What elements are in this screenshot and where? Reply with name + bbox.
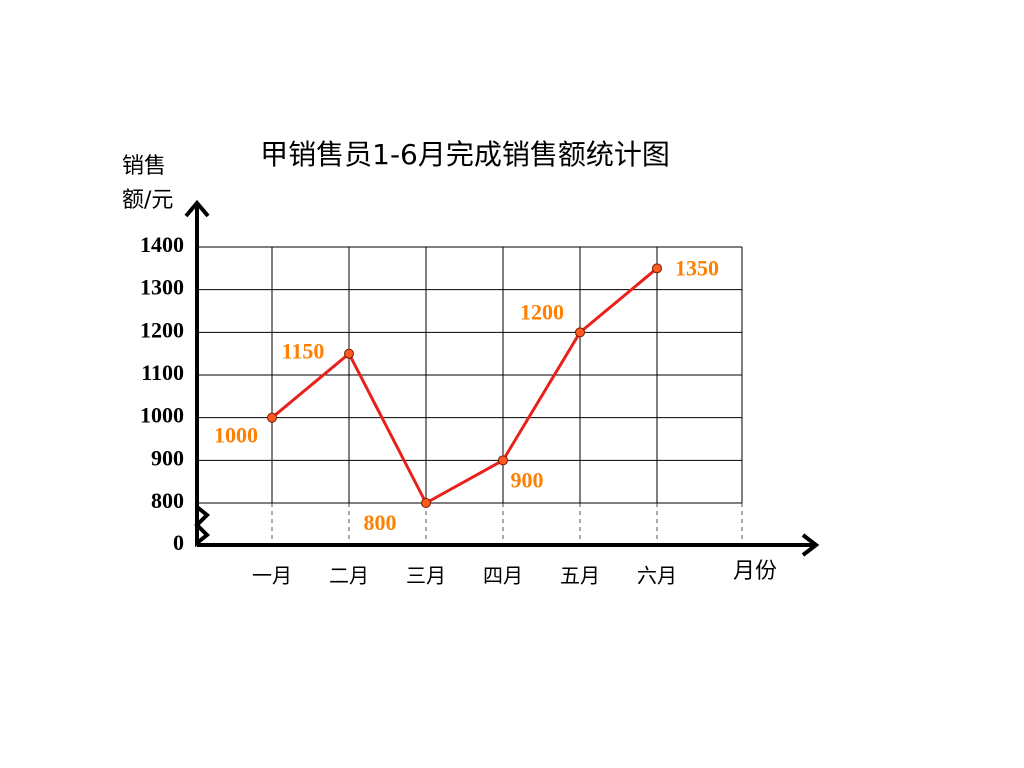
y-tick-label: 1300 [140,275,184,300]
chart-title: 甲销售员1-6月完成销售额统计图 [260,138,670,171]
data-label: 1200 [520,299,564,324]
data-label: 1000 [214,423,258,448]
y-tick-label: 1400 [140,232,184,257]
y-axis-label: 销售额/元 [122,154,174,213]
y-tick-label: 1000 [140,403,184,428]
data-label: 800 [364,510,397,535]
x-tick-label: 五月 [560,564,600,588]
marker [421,498,431,508]
y-tick-label: 1200 [140,317,184,342]
data-label: 1350 [675,255,719,280]
data-label: 1150 [282,339,325,364]
marker [267,412,277,423]
x-axis [197,533,820,557]
data-label: 900 [511,467,544,492]
y-tick-label: 800 [151,488,184,513]
x-tick-label: 六月 [637,564,677,588]
y-tick-label: 900 [151,445,184,470]
marker [575,327,585,338]
marker [344,348,354,359]
line [271,267,658,506]
y-tick-label: 1100 [141,360,184,385]
x-axis-label: 月份 [733,559,777,584]
marker [652,263,662,274]
x-tick-label: 一月 [252,564,292,588]
x-tick-label: 二月 [329,564,369,588]
y-axis [184,199,210,548]
marker [498,455,508,466]
y-tick-label: 0 [173,530,184,555]
x-tick-label: 三月 [406,564,446,588]
x-tick-label: 四月 [483,564,523,588]
